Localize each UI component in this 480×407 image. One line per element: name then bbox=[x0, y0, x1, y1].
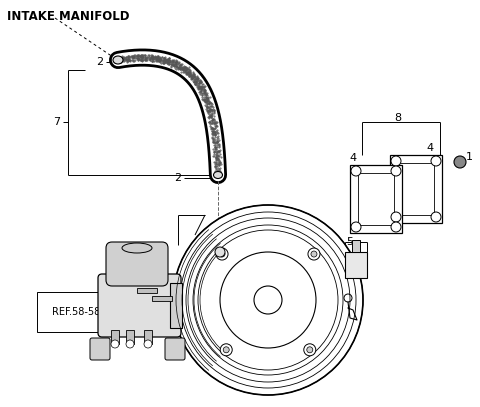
Circle shape bbox=[351, 166, 361, 176]
Bar bbox=[170, 283, 182, 328]
Circle shape bbox=[351, 222, 361, 232]
Circle shape bbox=[254, 286, 282, 314]
Bar bbox=[390, 155, 442, 223]
Text: 2: 2 bbox=[96, 57, 104, 67]
Circle shape bbox=[219, 251, 225, 257]
FancyBboxPatch shape bbox=[106, 242, 168, 286]
Text: 4: 4 bbox=[426, 143, 433, 153]
Bar bbox=[152, 296, 172, 301]
Circle shape bbox=[216, 248, 228, 260]
Circle shape bbox=[304, 344, 316, 356]
Circle shape bbox=[220, 344, 232, 356]
Bar bbox=[352, 240, 360, 252]
Circle shape bbox=[391, 222, 401, 232]
Circle shape bbox=[454, 156, 466, 168]
Circle shape bbox=[431, 156, 441, 166]
Circle shape bbox=[391, 156, 401, 166]
Circle shape bbox=[173, 205, 363, 395]
Bar bbox=[398, 163, 434, 215]
Circle shape bbox=[391, 166, 401, 176]
Bar bbox=[345, 252, 367, 278]
Circle shape bbox=[144, 340, 152, 348]
Text: 4: 4 bbox=[349, 153, 357, 163]
Circle shape bbox=[308, 248, 320, 260]
Text: 1: 1 bbox=[466, 152, 473, 162]
Text: 5: 5 bbox=[347, 237, 353, 247]
FancyBboxPatch shape bbox=[98, 274, 181, 337]
Bar bbox=[144, 330, 152, 344]
Circle shape bbox=[431, 212, 441, 222]
Circle shape bbox=[111, 340, 119, 348]
Ellipse shape bbox=[122, 243, 152, 253]
Text: 8: 8 bbox=[395, 113, 402, 123]
Ellipse shape bbox=[113, 56, 123, 64]
Bar bbox=[350, 165, 402, 233]
Text: REF.58-585: REF.58-585 bbox=[52, 307, 107, 317]
Text: 7: 7 bbox=[53, 117, 60, 127]
Bar bbox=[137, 288, 157, 293]
Bar bbox=[358, 173, 394, 225]
Bar bbox=[111, 330, 119, 344]
Text: 6: 6 bbox=[229, 223, 237, 233]
Bar bbox=[126, 330, 134, 344]
FancyBboxPatch shape bbox=[165, 338, 185, 360]
Circle shape bbox=[311, 251, 317, 257]
Text: 2: 2 bbox=[174, 173, 181, 183]
Circle shape bbox=[307, 347, 313, 353]
Circle shape bbox=[223, 347, 229, 353]
FancyBboxPatch shape bbox=[90, 338, 110, 360]
Circle shape bbox=[215, 247, 225, 257]
Text: INTAKE MANIFOLD: INTAKE MANIFOLD bbox=[7, 10, 130, 23]
Circle shape bbox=[391, 212, 401, 222]
Ellipse shape bbox=[214, 171, 223, 179]
Circle shape bbox=[126, 340, 134, 348]
Text: 3: 3 bbox=[347, 325, 353, 335]
